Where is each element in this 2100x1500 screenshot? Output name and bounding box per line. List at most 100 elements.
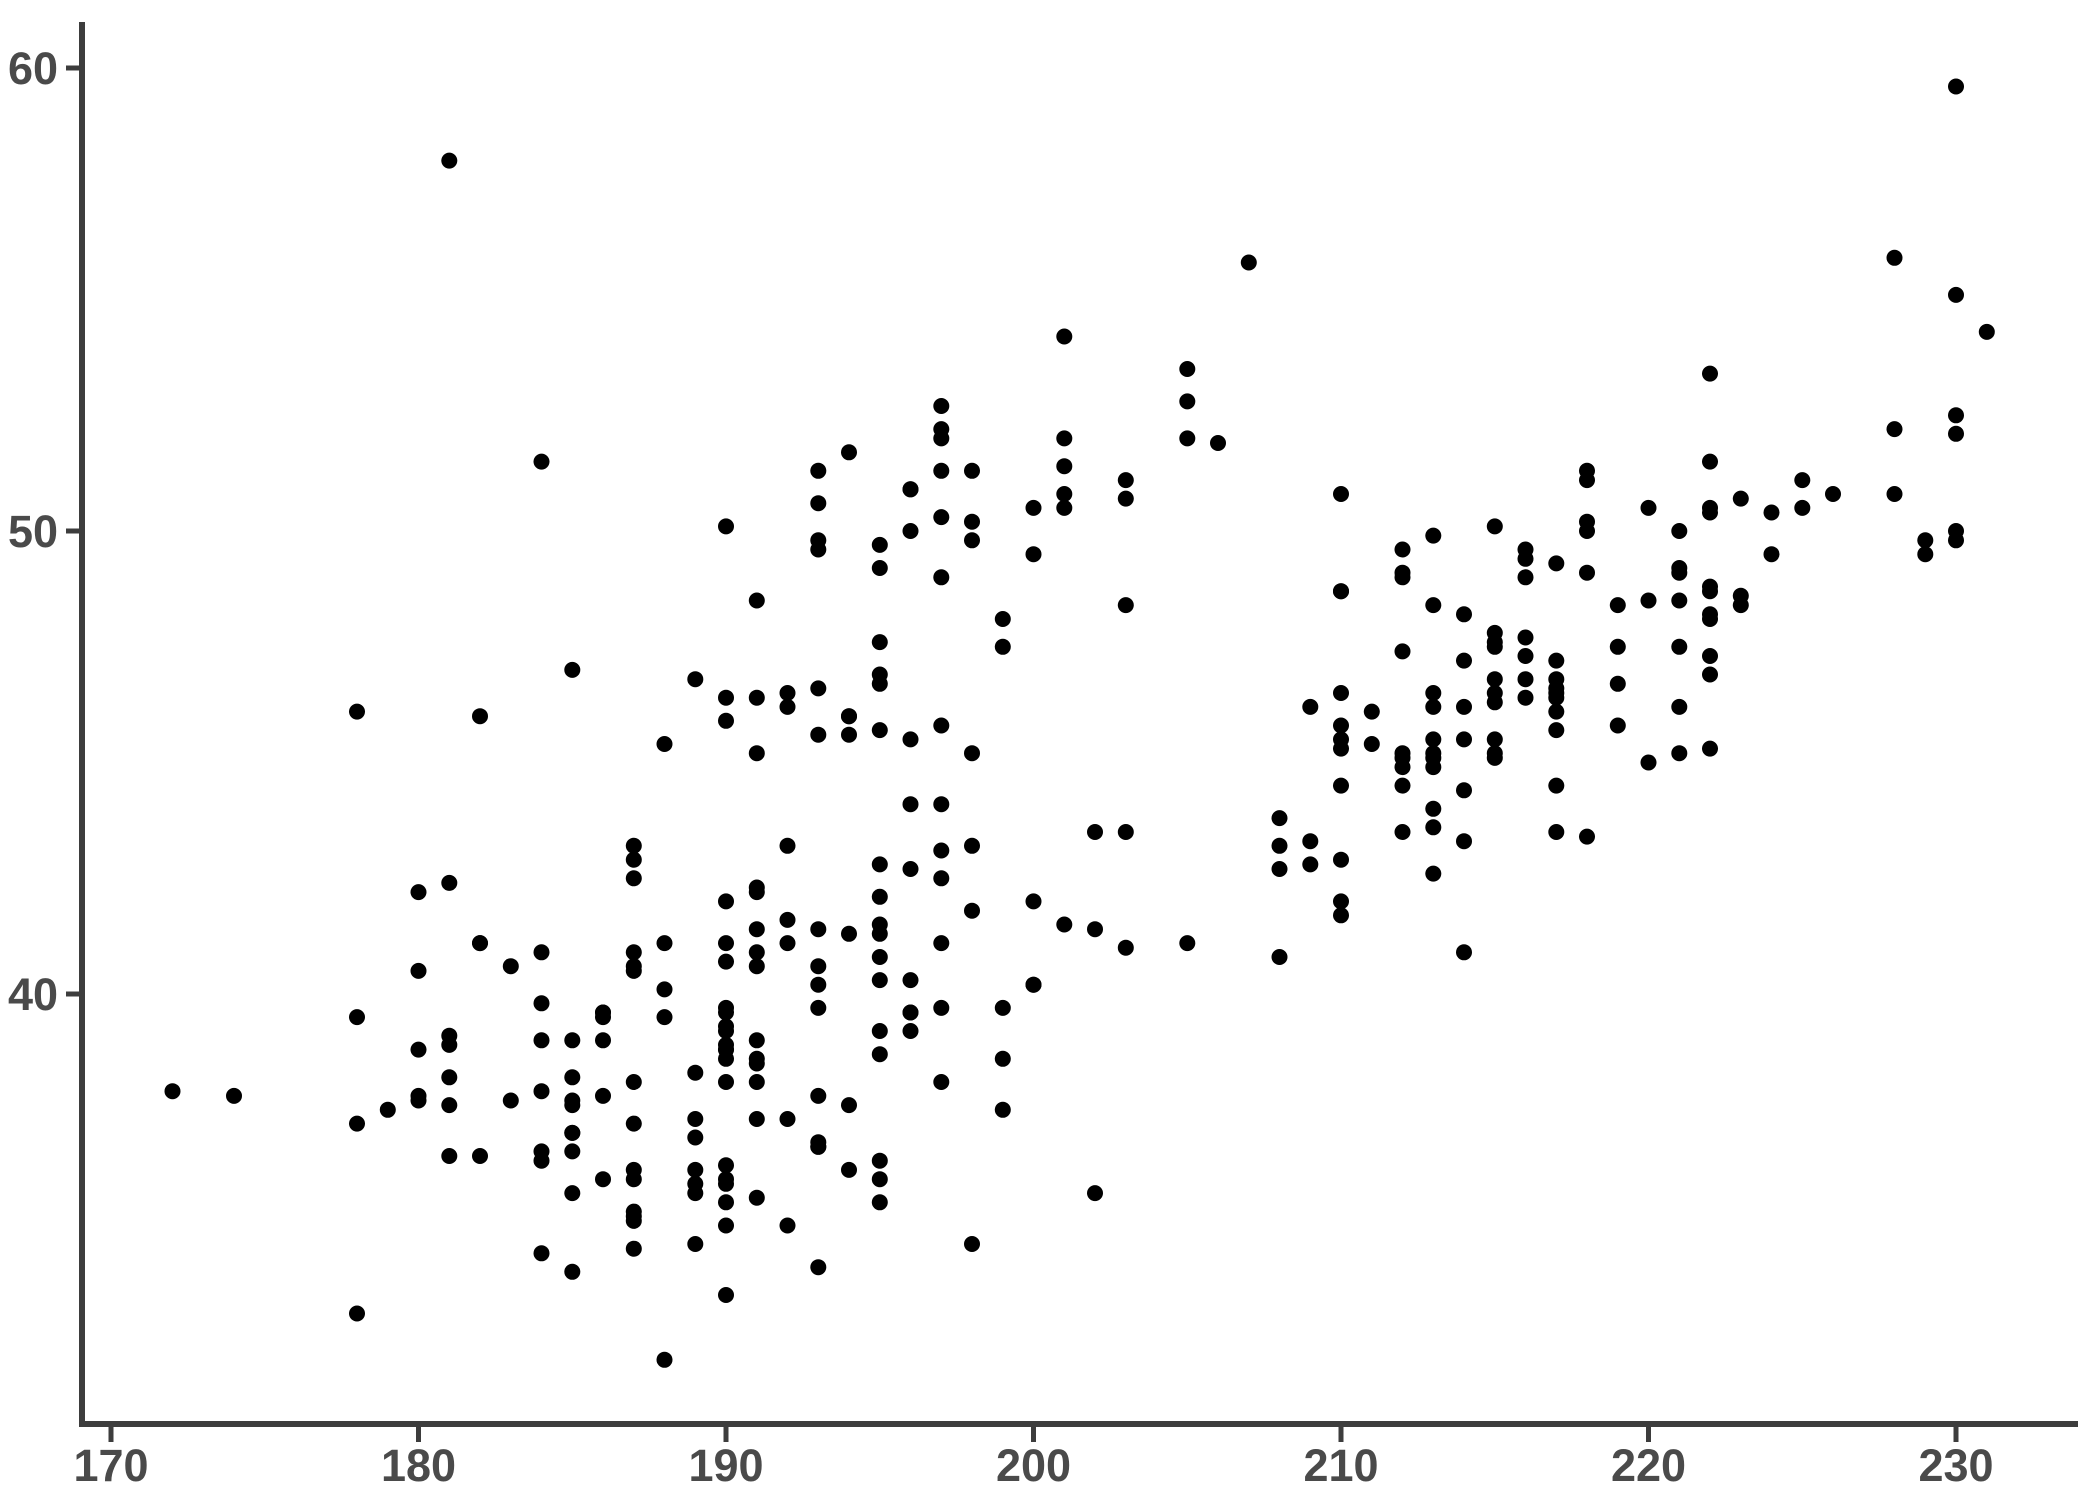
data-point	[810, 976, 827, 993]
data-point	[718, 953, 734, 970]
data-point	[810, 1134, 827, 1151]
data-point	[871, 722, 888, 739]
data-point	[871, 856, 888, 873]
data-point	[349, 1305, 365, 1322]
data-point	[718, 1217, 734, 1234]
data-point	[1794, 472, 1811, 489]
data-point	[1333, 486, 1349, 502]
data-point	[1425, 698, 1442, 715]
data-point	[1579, 564, 1595, 581]
data-point	[533, 453, 550, 470]
data-point	[687, 671, 704, 688]
data-point	[564, 1185, 581, 1202]
data-point	[871, 634, 888, 651]
data-point	[1087, 921, 1103, 938]
data-point	[1486, 731, 1503, 748]
data-point	[718, 1287, 734, 1303]
data-point	[748, 958, 765, 975]
data-point	[748, 1055, 765, 1072]
data-point	[779, 935, 796, 952]
data-point	[1456, 652, 1472, 669]
data-point	[810, 1259, 827, 1276]
data-point	[410, 1092, 427, 1109]
data-point	[625, 1208, 642, 1225]
data-point	[933, 842, 950, 859]
data-point	[779, 911, 796, 928]
data-point	[687, 1129, 704, 1146]
data-point	[1425, 865, 1442, 882]
data-point	[933, 421, 950, 438]
data-point	[1333, 583, 1349, 600]
data-point	[1425, 597, 1442, 614]
data-point	[1363, 703, 1380, 720]
data-point	[1702, 666, 1718, 683]
data-point	[502, 958, 519, 975]
data-point	[1240, 254, 1257, 271]
data-point	[1456, 833, 1472, 850]
data-point	[964, 1236, 980, 1252]
data-point	[1948, 407, 1964, 424]
data-point	[841, 925, 857, 942]
data-point	[1363, 736, 1380, 752]
data-point	[810, 726, 827, 743]
data-point	[1056, 486, 1073, 502]
data-point	[1425, 800, 1442, 817]
x-tick-label: 180	[381, 1440, 456, 1491]
data-point	[1671, 698, 1688, 715]
data-point	[1702, 740, 1718, 757]
data-point	[625, 837, 642, 854]
data-point	[1886, 249, 1903, 266]
data-point	[687, 1111, 704, 1127]
data-point	[441, 874, 458, 891]
data-point	[964, 837, 980, 854]
data-point	[564, 1143, 581, 1160]
data-point	[1117, 824, 1134, 840]
data-point	[1394, 777, 1411, 794]
data-point	[1271, 949, 1288, 965]
data-point	[349, 1009, 365, 1026]
data-point	[933, 999, 950, 1016]
data-point	[1579, 828, 1595, 845]
data-point	[1640, 592, 1657, 609]
data-point	[994, 1101, 1011, 1118]
data-point	[964, 902, 980, 919]
x-tick-label: 200	[996, 1440, 1071, 1491]
data-point	[1425, 759, 1442, 776]
data-point	[1025, 976, 1042, 993]
data-point	[748, 1074, 765, 1090]
data-point	[1394, 824, 1411, 840]
data-point	[1456, 698, 1472, 715]
data-point	[441, 1069, 458, 1086]
data-point	[871, 560, 888, 576]
data-point	[718, 1023, 734, 1039]
data-point	[964, 462, 980, 479]
data-point	[1948, 286, 1964, 303]
data-point	[1732, 490, 1749, 507]
x-tick-label: 170	[73, 1440, 148, 1491]
data-point	[1732, 597, 1749, 614]
data-point	[1548, 703, 1565, 720]
x-tick-label: 220	[1611, 1440, 1686, 1491]
data-point	[779, 1111, 796, 1127]
data-point	[871, 949, 888, 965]
data-point	[748, 1111, 765, 1127]
data-point	[1056, 916, 1073, 933]
data-point	[472, 935, 488, 952]
data-point	[1548, 722, 1565, 739]
data-point	[1333, 777, 1349, 794]
data-point	[349, 1115, 365, 1132]
data-point	[871, 1046, 888, 1063]
data-point	[1271, 810, 1288, 827]
data-point	[810, 541, 827, 558]
data-point	[164, 1083, 181, 1100]
data-point	[748, 745, 765, 762]
data-point	[1548, 824, 1565, 840]
data-point	[472, 708, 488, 725]
y-tick-label: 40	[8, 969, 58, 1020]
data-point	[1302, 856, 1319, 873]
data-point	[718, 1041, 734, 1058]
data-point	[871, 972, 888, 989]
data-point	[1763, 546, 1780, 563]
data-point	[564, 1069, 581, 1086]
data-point	[810, 680, 827, 697]
